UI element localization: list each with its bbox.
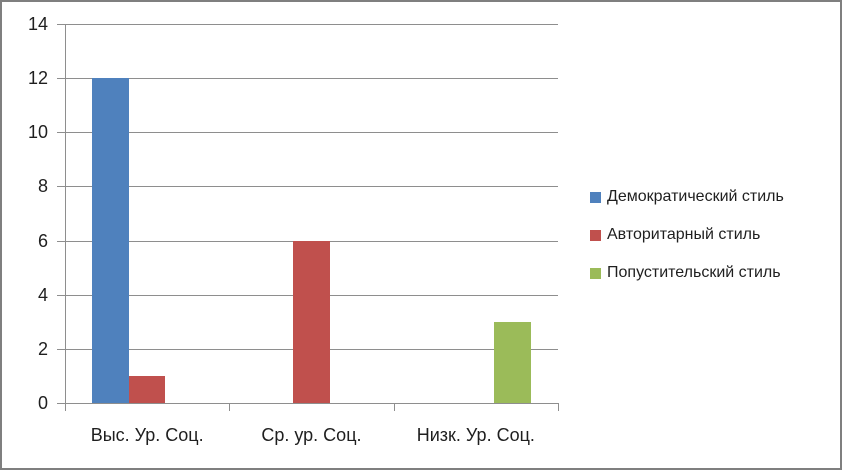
y-axis-tick (57, 403, 65, 404)
gridline (65, 186, 558, 188)
x-axis-tick (393, 403, 395, 411)
legend-swatch-icon (590, 191, 601, 203)
x-axis-label: Ср. ур. Соц. (261, 425, 362, 445)
x-axis-label: Низк. Ур. Соц. (416, 425, 535, 445)
legend-swatch-icon (590, 267, 601, 279)
y-axis-tick (57, 240, 65, 242)
gridline (65, 132, 558, 134)
gridline (65, 24, 558, 25)
y-axis-line (65, 24, 66, 404)
y-axis-label: 6 (37, 230, 48, 251)
x-axis-tick (558, 403, 559, 411)
y-axis-label: 8 (37, 176, 48, 197)
y-axis-label: 12 (27, 68, 48, 89)
x-axis-label: Выс. Ур. Соц. (90, 425, 204, 445)
legend-swatch-icon (590, 229, 601, 241)
legend-item: Попустительский стиль (590, 262, 784, 284)
legend-label: Попустительский стиль (607, 264, 781, 281)
bar-2-cat1 (128, 375, 166, 403)
y-axis-tick (57, 186, 65, 188)
legend: Демократический стиль Авторитарный стиль П… (590, 186, 784, 300)
legend-label: Авторитарный стиль (607, 226, 761, 243)
legend-item: Демократический стиль (590, 186, 784, 208)
x-axis-tick (229, 403, 231, 411)
y-axis-label: 14 (27, 14, 48, 34)
bar-2-cat2 (293, 240, 330, 403)
gridline (65, 78, 558, 80)
legend-item: Авторитарный стиль (590, 224, 784, 246)
y-axis-tick (57, 24, 65, 25)
x-axis-tick (65, 403, 66, 411)
gridline (65, 403, 558, 404)
y-axis-tick (57, 348, 65, 350)
y-axis-tick (57, 132, 65, 134)
bar-3-cat3 (494, 321, 531, 403)
y-axis-tick (57, 294, 65, 296)
y-axis-tick (57, 78, 65, 80)
y-axis-label: 4 (37, 284, 48, 305)
y-axis-label: 10 (27, 122, 48, 143)
bar-1-cat1 (92, 78, 129, 403)
y-axis-label: 2 (37, 338, 48, 359)
y-axis-label: 0 (37, 393, 48, 413)
legend-label: Демократический стиль (607, 188, 784, 205)
